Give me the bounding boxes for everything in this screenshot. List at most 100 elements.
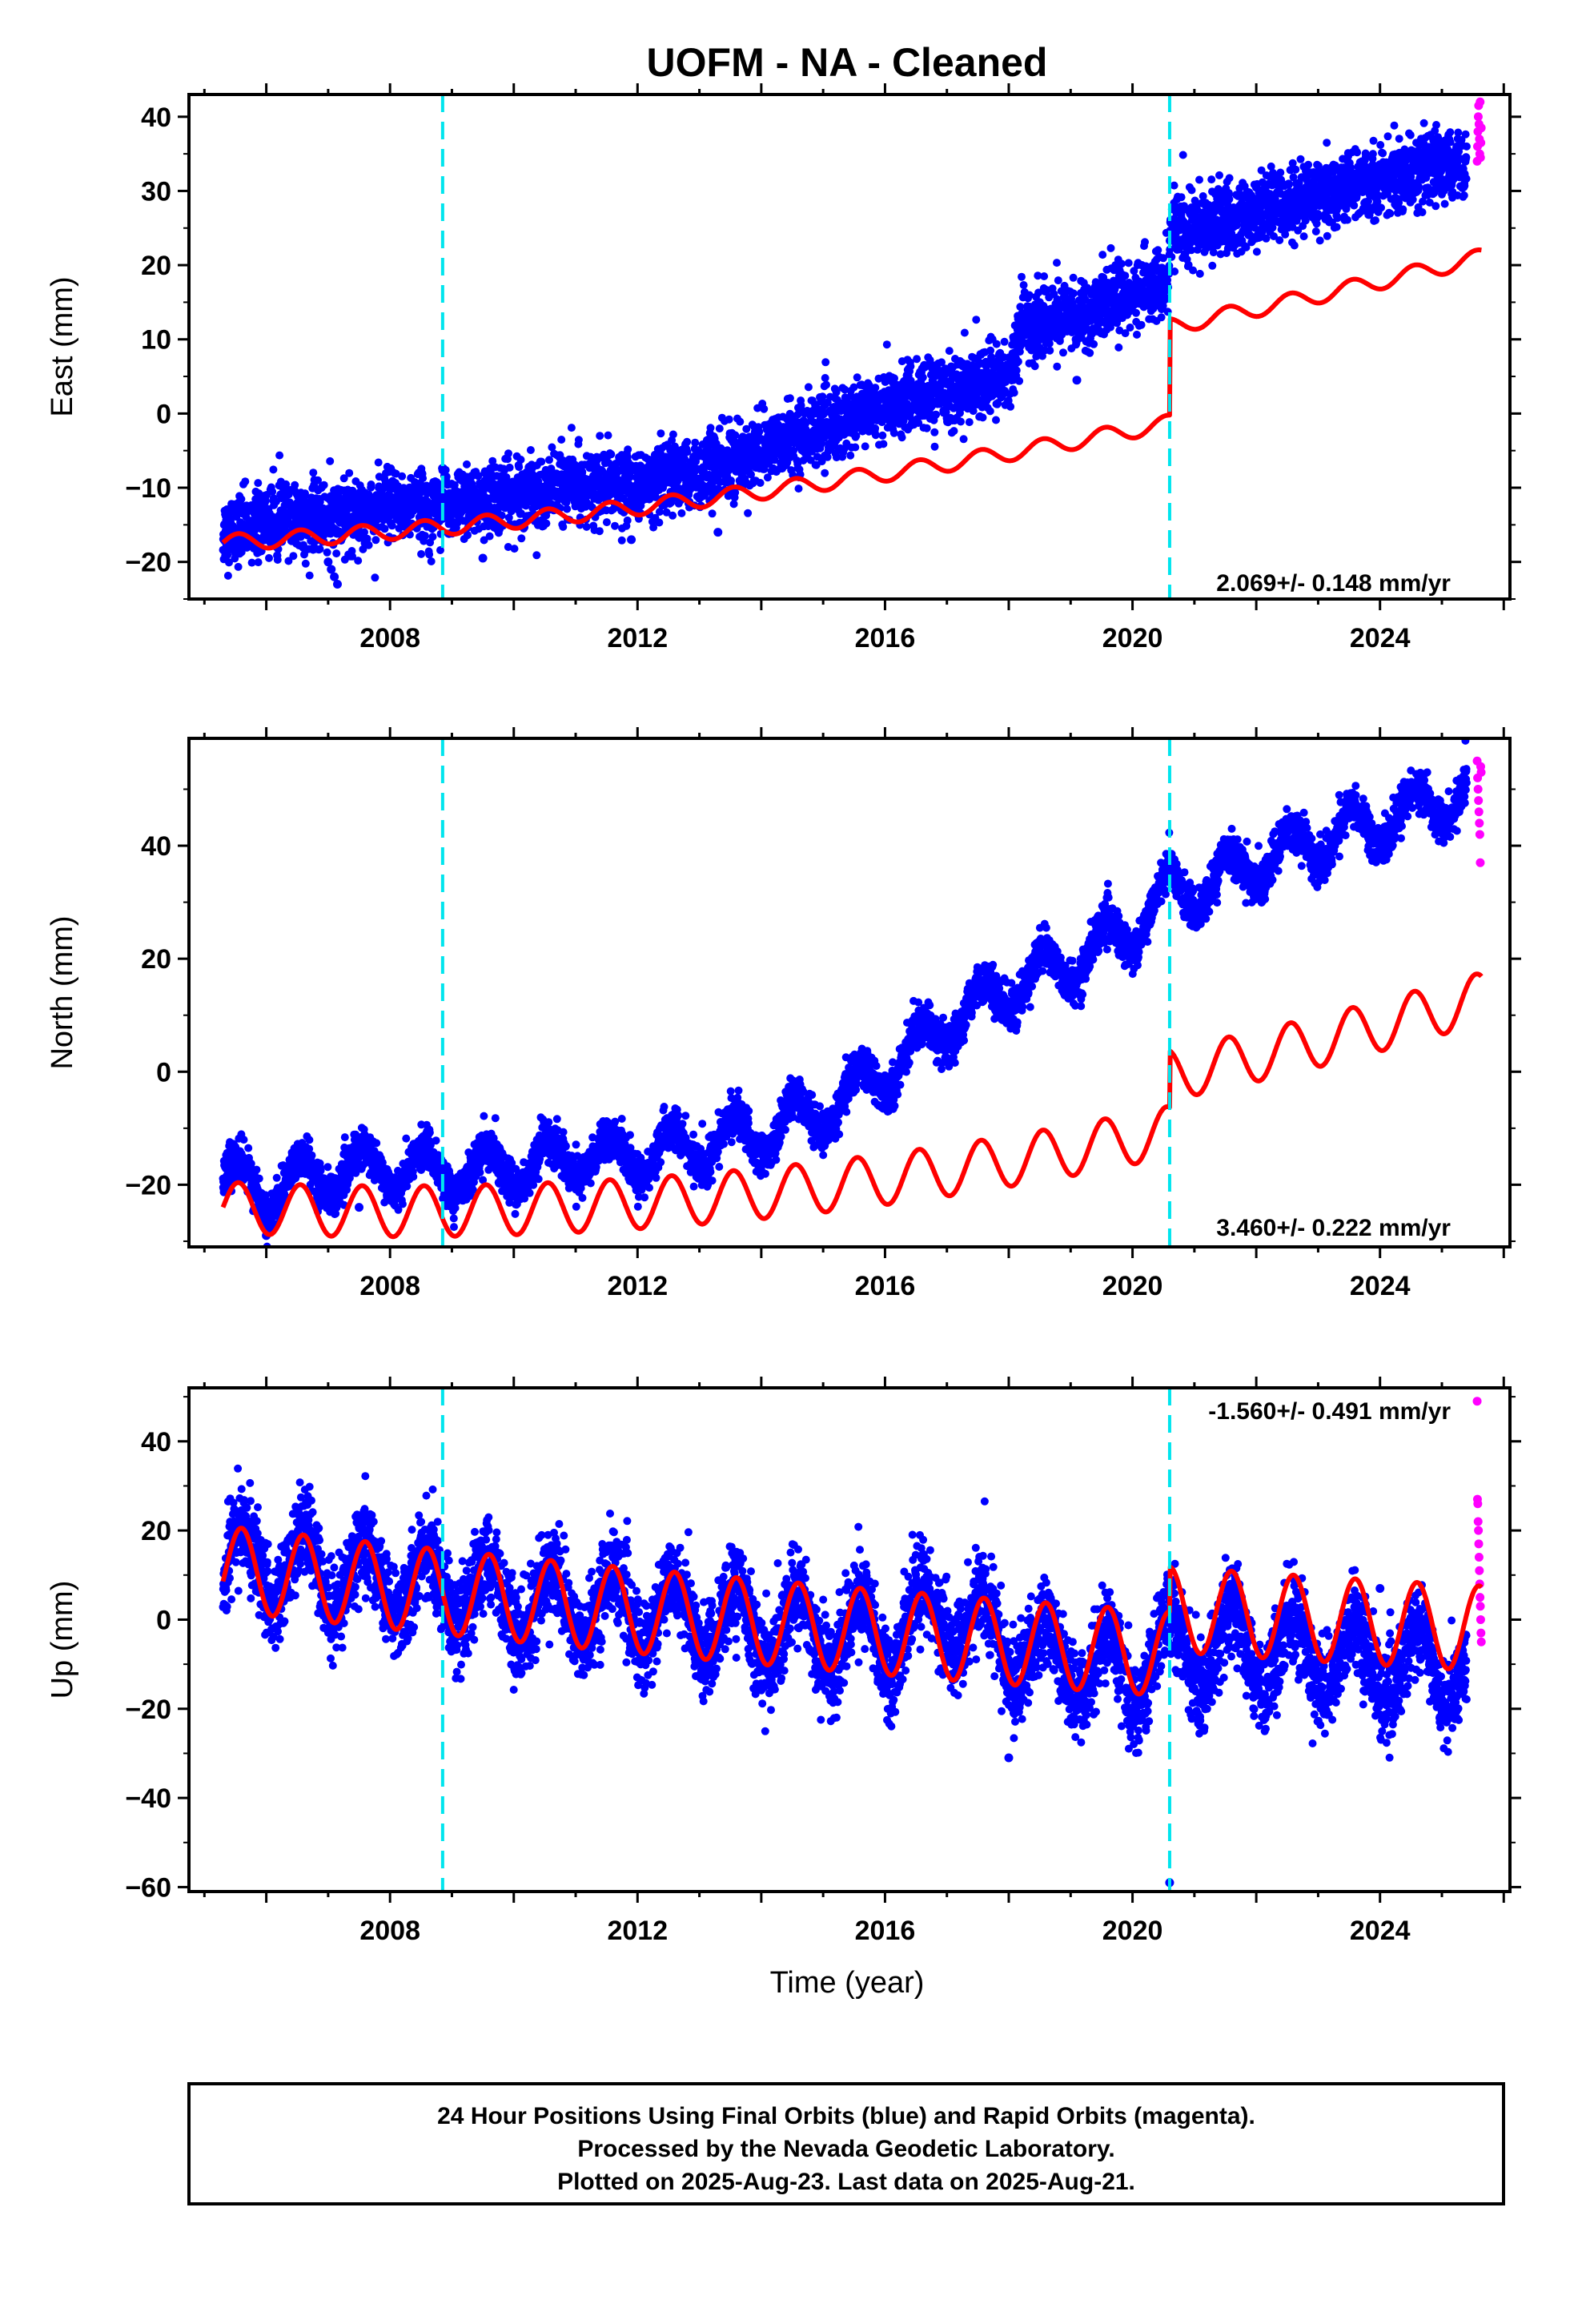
final-orbit-point: [237, 495, 246, 504]
y-tick-label: −10: [125, 473, 171, 504]
final-orbit-point: [596, 432, 604, 440]
y-tick-label: 0: [156, 399, 171, 429]
final-orbit-point: [871, 431, 880, 440]
final-orbit-point: [464, 531, 472, 540]
final-orbit-point: [282, 480, 291, 489]
final-orbit-point: [254, 479, 263, 488]
final-orbit-point: [681, 454, 689, 463]
final-orbit-point: [371, 536, 380, 545]
final-orbit-point: [1276, 168, 1285, 177]
final-orbit-point: [1304, 160, 1313, 169]
final-orbit-point: [537, 457, 546, 466]
final-orbit-point: [1215, 171, 1223, 179]
final-orbit-point: [1177, 193, 1186, 202]
final-orbit-point: [821, 374, 829, 382]
final-orbit-point: [265, 553, 273, 562]
final-orbit-point: [742, 424, 751, 433]
final-orbit-point: [804, 383, 813, 392]
final-orbit-point: [319, 480, 328, 489]
final-orbit-point: [913, 355, 921, 364]
x-tick-label: 2020: [1102, 623, 1163, 653]
final-orbit-point: [1030, 362, 1039, 371]
final-orbit-point: [1315, 236, 1324, 245]
final-orbit-point: [254, 558, 263, 567]
final-orbit-point: [1291, 165, 1300, 174]
final-orbit-point: [729, 500, 738, 509]
final-orbit-point: [1098, 251, 1107, 259]
final-orbit-point: [861, 442, 869, 451]
final-orbit-point: [485, 532, 494, 541]
final-orbit-point: [425, 550, 434, 559]
final-orbit-point: [574, 436, 583, 444]
final-orbit-point: [345, 468, 354, 477]
final-orbit-point: [582, 522, 591, 531]
y-tick-label: 40: [141, 103, 171, 133]
final-orbit-point: [497, 511, 506, 520]
final-orbit-point: [932, 410, 941, 419]
x-tick-label: 2008: [359, 623, 420, 653]
final-orbit-point: [1195, 175, 1203, 184]
final-orbit-point: [391, 469, 400, 478]
final-orbit-point: [760, 404, 769, 413]
final-orbit-point: [669, 511, 677, 520]
final-orbit-point: [662, 508, 671, 517]
final-orbit-point: [427, 557, 436, 565]
final-orbit-point: [305, 571, 314, 580]
final-orbit-point: [715, 424, 724, 433]
final-orbit-point: [1106, 243, 1115, 252]
final-orbit-point: [1207, 175, 1216, 184]
final-orbit-point: [247, 558, 256, 567]
data-layer: [219, 94, 1486, 599]
final-orbit-point: [1133, 330, 1141, 339]
final-orbit-point: [505, 463, 514, 472]
final-orbit-point: [504, 513, 513, 522]
final-orbit-point: [683, 437, 692, 446]
final-orbit-point: [1141, 238, 1149, 247]
final-orbit-point: [744, 509, 753, 517]
final-orbit-point: [725, 415, 733, 424]
final-orbit-point: [727, 476, 735, 485]
final-orbit-point: [374, 458, 383, 467]
y-tick-label: 20: [141, 251, 171, 281]
final-orbit-point: [879, 440, 888, 448]
final-orbit-point: [578, 468, 587, 476]
final-orbit-point: [354, 557, 363, 565]
final-orbit-point: [1054, 276, 1062, 285]
final-orbit-point: [1170, 267, 1179, 275]
final-orbit-point: [821, 468, 829, 477]
final-orbit-point: [526, 446, 535, 454]
final-orbit-point: [398, 472, 407, 480]
final-orbit-point: [1069, 273, 1078, 282]
final-orbit-point: [339, 474, 348, 483]
final-orbit-point: [488, 456, 497, 465]
chart-title: UOFM - NA - Cleaned: [647, 40, 1048, 85]
final-orbit-point: [1090, 340, 1098, 348]
final-orbit-point: [275, 451, 284, 460]
final-orbit-point: [557, 436, 566, 444]
final-orbit-point: [1121, 271, 1130, 280]
final-orbit-point: [510, 545, 519, 553]
final-orbit-point: [950, 427, 958, 436]
final-orbit-point: [223, 550, 232, 559]
final-orbit-point: [387, 521, 396, 530]
final-orbit-point: [563, 505, 572, 513]
final-orbit-point: [268, 487, 277, 496]
final-orbit-point: [930, 428, 939, 436]
final-orbit-point: [691, 438, 700, 447]
final-orbit-point: [731, 489, 740, 497]
final-orbit-point: [1124, 259, 1133, 267]
final-orbit-point: [1275, 236, 1284, 244]
final-orbit-point: [1012, 366, 1021, 375]
final-orbit-point: [957, 417, 965, 426]
final-orbit-point: [706, 424, 715, 432]
final-orbit-point: [273, 556, 282, 564]
final-orbit-point: [617, 536, 626, 545]
final-orbit-point: [1252, 247, 1261, 256]
final-orbit-point: [959, 435, 968, 444]
final-orbit-point: [314, 476, 322, 485]
final-orbit-point: [1323, 139, 1331, 147]
final-orbit-point: [986, 407, 994, 416]
final-orbit-point: [669, 430, 677, 439]
final-orbit-point: [992, 416, 1000, 424]
final-orbit-point: [234, 562, 243, 571]
